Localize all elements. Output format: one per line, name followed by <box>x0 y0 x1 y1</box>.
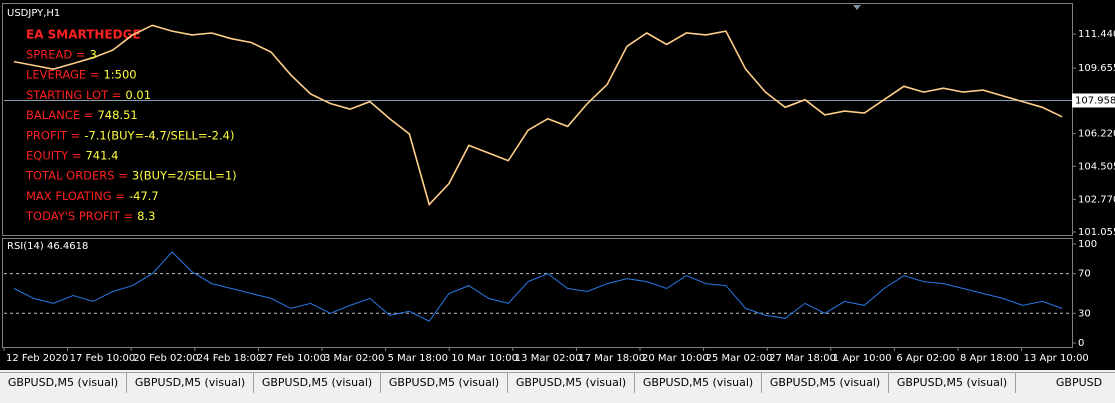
chart-tab[interactable]: GBPUSD,M5 (visual) <box>762 373 889 393</box>
rsi-title: RSI(14) 46.4618 <box>7 241 88 252</box>
overlay-value: -7.1(BUY=-4.7/SELL=-2.4) <box>84 128 234 142</box>
rsi-panel-frame <box>2 238 1073 348</box>
ea-title: EA SMARTHEDGE <box>26 28 141 42</box>
overlay-value: 3 <box>90 48 97 62</box>
overlay-label: MAX FLOATING = <box>26 189 125 203</box>
x-tick-label: 27 Mar 18:00 <box>769 353 836 364</box>
x-tick-label: 3 Mar 02:00 <box>324 353 384 364</box>
current-price-label: 107.958 <box>1075 95 1115 106</box>
x-tick-label: 1 Apr 10:00 <box>833 353 892 364</box>
x-tick-label: 27 Feb 10:00 <box>260 353 326 364</box>
y-tick-label: 104.505 <box>1078 161 1115 172</box>
overlay-label: PROFIT = <box>26 128 80 142</box>
y-tick-label: 102.770 <box>1078 194 1115 205</box>
overlay-label: LEVERAGE = <box>26 68 99 82</box>
chart-tab[interactable]: GBPUSD,M5 (visual) <box>889 373 1016 393</box>
y-tick-label: 70 <box>1078 269 1091 280</box>
x-tick-label: 17 Feb 10:00 <box>70 353 136 364</box>
chart-tab[interactable]: GBPUSD <box>1016 373 1115 393</box>
chart-tab[interactable]: GBPUSD,M5 (visual) <box>635 373 762 393</box>
tab-bar: GBPUSD,M5 (visual) GBPUSD,M5 (visual) GBPU… <box>0 372 1115 395</box>
chart-tab[interactable]: GBPUSD,M5 (visual) <box>254 373 381 393</box>
overlay-value: 748.51 <box>97 108 137 122</box>
y-tick-label: 109.655 <box>1078 63 1115 74</box>
y-tick-label: 101.055 <box>1078 227 1115 238</box>
shift-marker <box>853 5 861 10</box>
main-panel-frame <box>2 3 1073 236</box>
overlay-label: STARTING LOT = <box>26 88 121 102</box>
x-tick-label: 8 Apr 18:00 <box>960 353 1019 364</box>
chart-background <box>0 0 1115 370</box>
x-tick-label: 13 Apr 10:00 <box>1024 353 1089 364</box>
x-tick-label: 10 Mar 10:00 <box>451 353 518 364</box>
overlay-value: 8.3 <box>137 209 155 223</box>
chart-window: USDJPY,H1 RSI(14) 46.4618 101.055 102.770… <box>0 0 1115 370</box>
x-tick-label: 5 Mar 18:00 <box>388 353 448 364</box>
x-tick-label: 20 Feb 02:00 <box>133 353 199 364</box>
x-tick-label: 13 Mar 02:00 <box>515 353 582 364</box>
rsi-line <box>13 251 1063 322</box>
chart-tab[interactable]: GBPUSD,M5 (visual) <box>381 373 508 393</box>
y-tick-label: 100 <box>1078 239 1097 250</box>
overlay-label: BALANCE = <box>26 108 93 122</box>
chart-tab[interactable]: GBPUSD,M5 (visual) <box>127 373 254 393</box>
y-tick-label: 0 <box>1078 338 1084 349</box>
y-tick-label: 30 <box>1078 308 1091 319</box>
price-line <box>13 24 1063 207</box>
x-tick-label: 24 Feb 18:00 <box>197 353 263 364</box>
current-price-box <box>1072 93 1115 108</box>
overlay-value: 0.01 <box>125 88 151 102</box>
y-tick-label: 111.440 <box>1078 29 1115 40</box>
y-tick-label: 106.220 <box>1078 129 1115 140</box>
overlay-label: TODAY'S PROFIT = <box>25 209 133 223</box>
chart-tab[interactable]: GBPUSD,M5 (visual) <box>0 373 127 393</box>
chart-tab[interactable]: GBPUSD,M5 (visual) <box>508 373 635 393</box>
overlay-value: 3(BUY=2/SELL=1) <box>132 169 237 183</box>
x-tick-label: 25 Mar 02:00 <box>706 353 773 364</box>
overlay-label: EQUITY = <box>26 149 81 163</box>
overlay-value: 741.4 <box>85 149 118 163</box>
x-tick-label: 17 Mar 18:00 <box>578 353 645 364</box>
x-tick-label: 6 Apr 02:00 <box>896 353 955 364</box>
x-tick-label: 20 Mar 10:00 <box>642 353 709 364</box>
overlay-label: TOTAL ORDERS = <box>25 169 128 183</box>
x-tick-label: 12 Feb 2020 <box>6 353 68 364</box>
overlay-label: SPREAD = <box>26 48 86 62</box>
symbol-title: USDJPY,H1 <box>7 8 60 19</box>
overlay-value: 1:500 <box>103 68 136 82</box>
overlay-value: -47.7 <box>129 189 159 203</box>
